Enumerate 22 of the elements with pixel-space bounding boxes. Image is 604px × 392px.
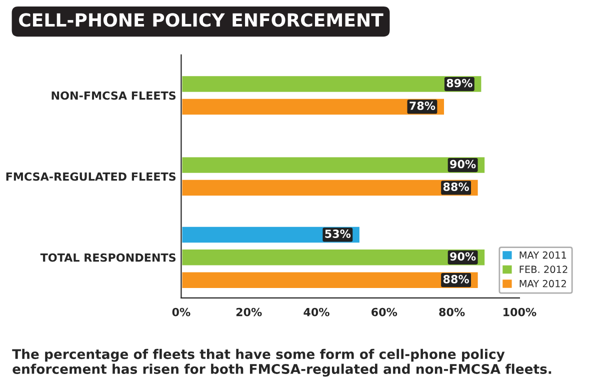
x-tick-label: 80%	[439, 308, 465, 316]
legend-label: MAY 2011	[520, 251, 566, 259]
x-tick-label: 20%	[236, 308, 262, 316]
data-label: 88%	[443, 182, 469, 191]
x-tick-label: 40%	[304, 308, 330, 316]
legend-label: MAY 2012	[520, 280, 566, 288]
legend-label: FEB. 2012	[520, 266, 568, 274]
data-label: 89%	[446, 78, 472, 88]
data-label: 88%	[443, 274, 469, 284]
y-tick-label: NON-FMCSA FLEETS	[52, 91, 176, 100]
x-tick-label: 60%	[372, 308, 398, 316]
y-tick-label: TOTAL RESPONDENTS	[40, 253, 176, 262]
x-tick-label: 100%	[504, 308, 536, 316]
data-label: 78%	[410, 102, 436, 110]
text: The percentage of fleets that have some form of cell-phone policy enforcement has risen for both FMCSA-regulated and non-FMCSA fleets.	[12, 348, 552, 377]
y-tick-label: FMCSA-REGULATED FLEETS	[6, 172, 176, 181]
bar	[181, 74, 484, 94]
data-label: 90%	[450, 252, 476, 261]
x-tick-label: 0%	[172, 308, 190, 316]
data-label: 53%	[325, 230, 351, 238]
chart-title: CELL-PHONE POLICY ENFORCEMENT	[19, 13, 384, 27]
data-label: 90%	[450, 160, 476, 168]
